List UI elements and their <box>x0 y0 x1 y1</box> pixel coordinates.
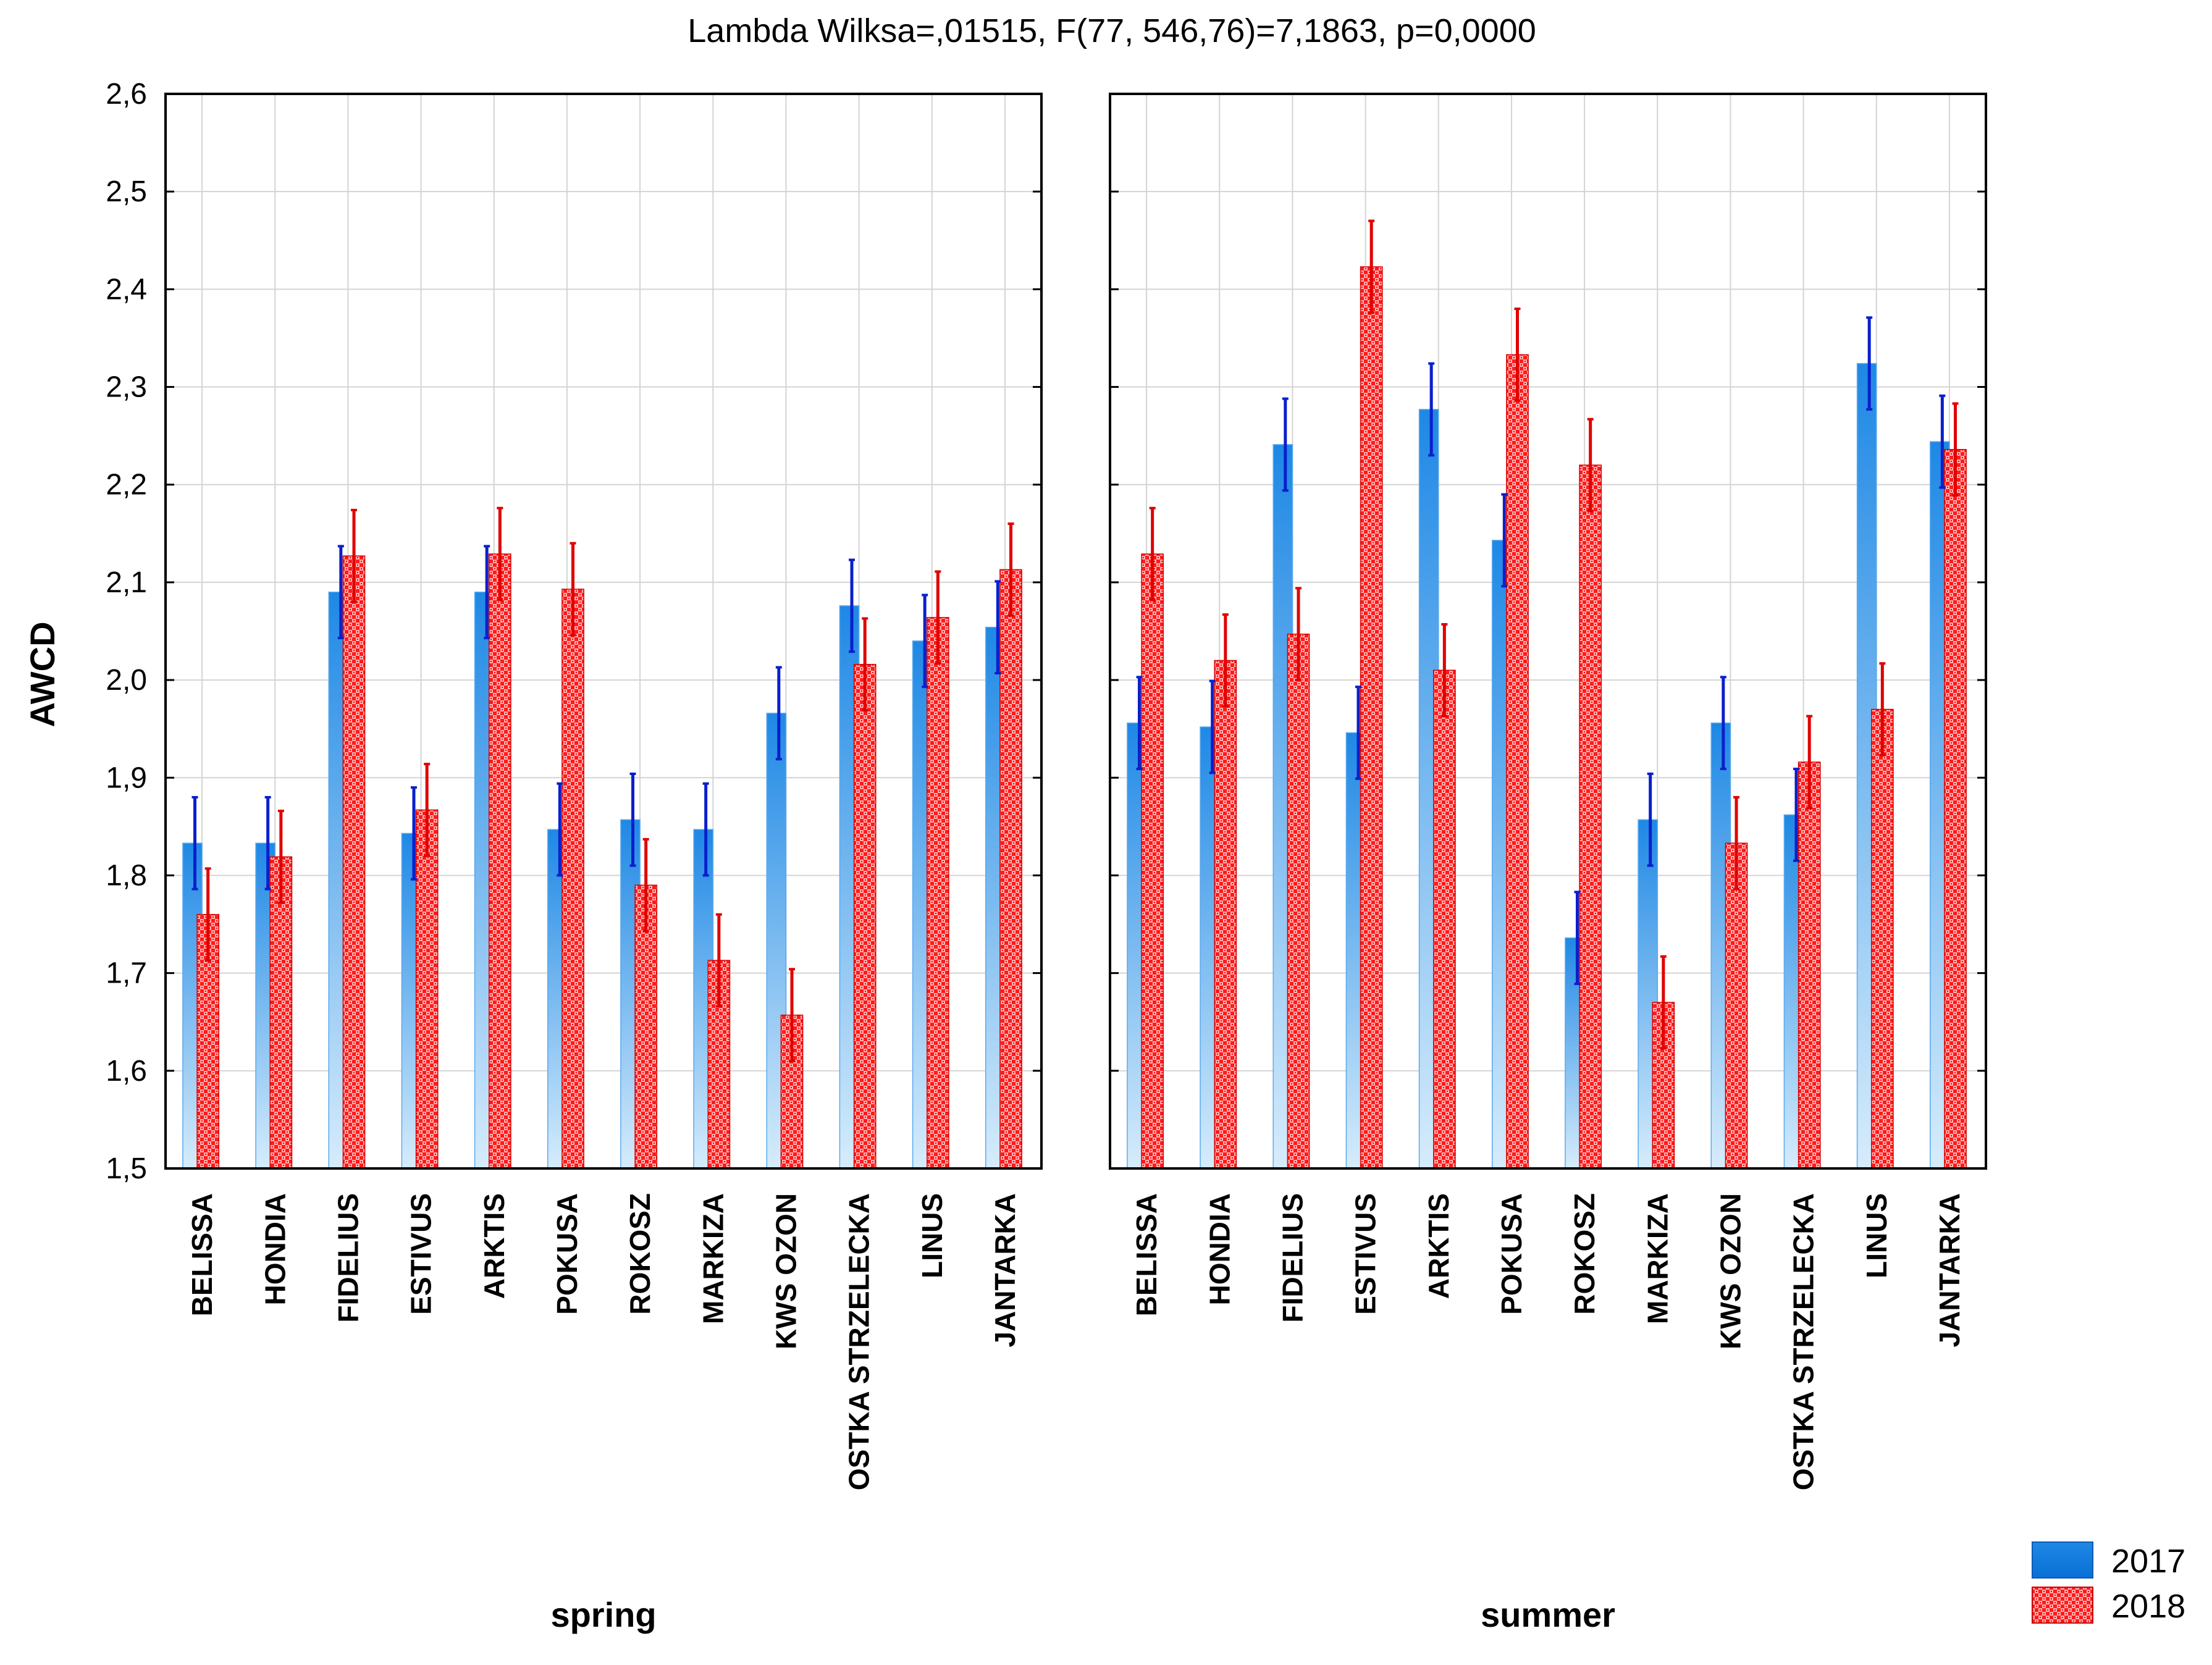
category-label: ROKOSZ <box>624 1193 656 1315</box>
legend-swatch-2018 <box>2032 1587 2093 1624</box>
panels: 1,5 1,6 1,7 1,8 1,9 2,0 2,1 2,2 2,3 2,4 2,5 2,6 BELI… <box>106 78 1987 1634</box>
y-tick-label: 1,6 <box>106 1055 147 1088</box>
y-tick-label: 1,5 <box>106 1152 147 1185</box>
bar-2018 <box>269 856 293 1169</box>
category-label: OSTKA STRZELECKA <box>843 1193 875 1490</box>
category-label: ESTIVUS <box>1350 1193 1382 1315</box>
bar-2018 <box>1506 354 1529 1169</box>
bar-2018 <box>1360 266 1383 1169</box>
y-tick-label: 2,5 <box>106 175 147 208</box>
category-label: KWS OZON <box>1714 1193 1746 1349</box>
y-tick-label: 2,0 <box>106 664 147 697</box>
bar-2018 <box>1871 708 1894 1169</box>
y-tick-label: 2,4 <box>106 273 147 306</box>
panel-spring: 1,5 1,6 1,7 1,8 1,9 2,0 2,1 2,2 2,3 2,4 2,5 2,6 BELI… <box>106 78 1043 1634</box>
category-label: ROKOSZ <box>1568 1193 1600 1315</box>
panel-frame <box>1109 93 1987 1170</box>
bar-2018 <box>489 553 511 1169</box>
legend-label-2018: 2018 <box>2111 1588 2185 1625</box>
y-axis-label: AWCD <box>23 621 62 727</box>
category-label: FIDELIUS <box>1276 1193 1308 1323</box>
category-label: JANTARKA <box>1933 1193 1966 1348</box>
bar-2018 <box>1579 464 1602 1169</box>
category-label: HONDIA <box>259 1193 291 1305</box>
category-label: LINUS <box>1861 1193 1893 1278</box>
bar-2018 <box>1725 842 1748 1169</box>
panel-label-spring: spring <box>550 1595 656 1634</box>
category-label: MARKIZA <box>1641 1193 1673 1324</box>
category-label: FIDELIUS <box>332 1193 364 1323</box>
y-tick-label: 2,2 <box>106 469 147 501</box>
y-tick-label: 1,7 <box>106 957 147 990</box>
category-label: BELISSA <box>1130 1193 1163 1316</box>
bar-2018 <box>342 555 366 1169</box>
panel-frame <box>164 93 1043 1170</box>
bar-2018 <box>853 664 877 1169</box>
category-label: LINUS <box>916 1193 948 1278</box>
bar-2018 <box>1214 660 1237 1169</box>
category-label: MARKIZA <box>697 1193 729 1324</box>
category-label: ESTIVUS <box>405 1193 437 1315</box>
category-label: ARKTIS <box>478 1193 510 1299</box>
bar-2018 <box>999 569 1022 1169</box>
bar-2018 <box>634 884 658 1169</box>
bar-2018 <box>415 809 439 1169</box>
legend-swatch-2017 <box>2032 1541 2093 1579</box>
category-label: ARKTIS <box>1423 1193 1455 1299</box>
bar-2018 <box>927 617 949 1169</box>
legend: 2017 2018 <box>2032 1541 2185 1625</box>
y-tick-label: 2,6 <box>106 78 147 111</box>
bar-2018 <box>561 589 584 1169</box>
category-label: BELISSA <box>186 1193 218 1316</box>
panel-label-summer: summer <box>1481 1595 1615 1634</box>
y-tick-label: 2,1 <box>106 566 147 599</box>
category-label: JANTARKA <box>989 1193 1021 1348</box>
category-label: POKUSA <box>1495 1193 1528 1315</box>
bar-2018 <box>1944 449 1967 1169</box>
y-tick-label: 1,8 <box>106 859 147 892</box>
category-label: KWS OZON <box>770 1193 802 1349</box>
legend-label-2017: 2017 <box>2111 1543 2185 1580</box>
bar-2018 <box>1287 633 1310 1169</box>
bar-2018 <box>1433 669 1456 1169</box>
chart-title: Lambda Wilksa=,01515, F(77, 546,76)=7,18… <box>688 12 1536 49</box>
y-tick-label: 1,9 <box>106 761 147 794</box>
bar-2018 <box>1798 761 1821 1169</box>
category-label: OSTKA STRZELECKA <box>1788 1193 1820 1490</box>
bar-2018 <box>1141 553 1164 1169</box>
panel-summer: BELISSA HONDIA FIDELIUS ESTIVUS ARKTIS POKUSA… <box>1109 93 1987 1634</box>
y-tick-label: 2,3 <box>106 371 147 404</box>
category-label: HONDIA <box>1203 1193 1235 1305</box>
category-label: POKUSA <box>551 1193 583 1315</box>
